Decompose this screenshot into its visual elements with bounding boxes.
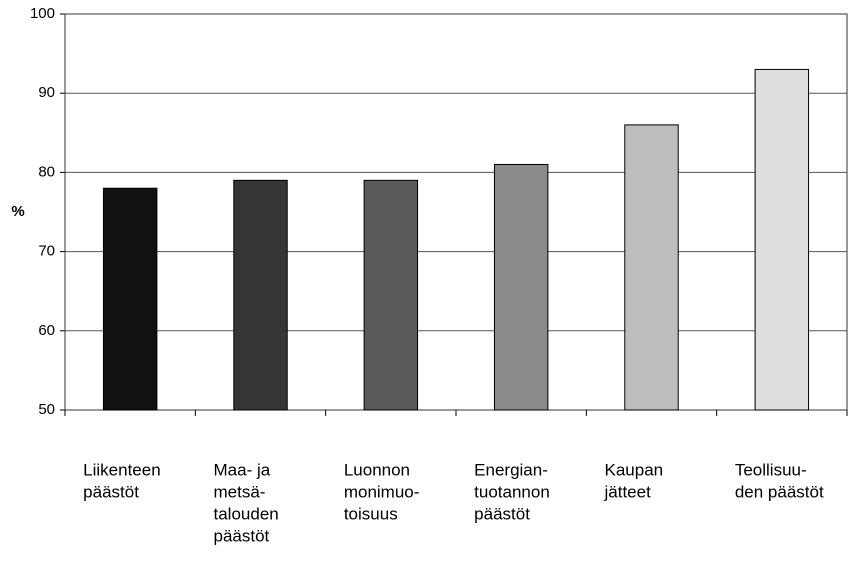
x-tick-label: jätteet bbox=[604, 482, 652, 501]
bar bbox=[493, 163, 549, 411]
x-tick-label: Teollisuu- bbox=[735, 460, 807, 479]
bar bbox=[624, 124, 679, 411]
bar bbox=[754, 68, 810, 411]
y-tick-label: 50 bbox=[38, 401, 55, 418]
x-tick-label: den päästöt bbox=[735, 482, 824, 501]
x-tick-label: toisuus bbox=[344, 504, 398, 523]
x-tick-label: päästöt bbox=[214, 526, 270, 545]
x-tick-label: päästöt bbox=[474, 504, 530, 523]
x-tick-label: tuotannon bbox=[474, 482, 550, 501]
x-tick-label: talouden bbox=[214, 504, 279, 523]
plot-frame bbox=[64, 13, 848, 411]
y-tick-label: 100 bbox=[30, 5, 55, 22]
x-tick-label: Maa- ja bbox=[214, 460, 271, 479]
x-tick-label: monimuo- bbox=[344, 482, 420, 501]
y-tick-label: 70 bbox=[38, 243, 55, 260]
y-tick-label: 80 bbox=[38, 163, 55, 180]
bar bbox=[102, 187, 158, 411]
x-tick-label: Energian- bbox=[474, 460, 548, 479]
bar bbox=[363, 179, 419, 411]
y-tick-label: 60 bbox=[38, 322, 55, 339]
y-tick-label: 90 bbox=[38, 84, 55, 101]
x-tick-label: Liikenteen bbox=[83, 460, 161, 479]
x-tick-label: päästöt bbox=[83, 482, 139, 501]
x-tick-label: Kaupan bbox=[605, 460, 664, 479]
bar bbox=[233, 179, 288, 411]
x-tick-label: Luonnon bbox=[344, 460, 410, 479]
y-axis-label: % bbox=[11, 203, 24, 220]
x-tick-label: metsä- bbox=[214, 482, 266, 501]
